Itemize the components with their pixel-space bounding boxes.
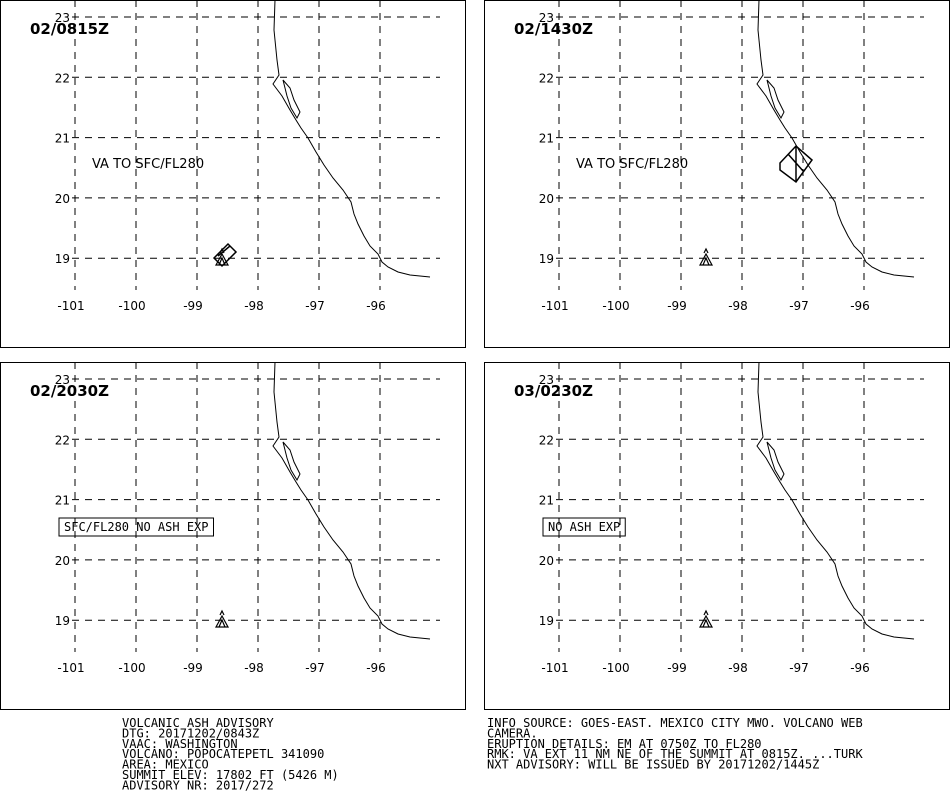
volcano-symbol (215, 610, 229, 628)
map-panel: -101 -100 -99 -98 -97 -96 23 22 21 20 19 02/1430Z VA… (484, 0, 950, 348)
valid-time: 02/2030Z (30, 382, 109, 400)
label-box (58, 517, 214, 537)
lat-label: 23 (55, 373, 70, 387)
volcano-symbol (699, 610, 713, 628)
valid-time: 03/0230Z (514, 382, 593, 400)
advisory-line: ERUPTION DETAILS: EM AT 0750Z TO FL280 (487, 737, 762, 751)
forecast-label: NO ASH EXP (548, 520, 620, 534)
lon-label: -96 (366, 661, 386, 675)
lon-label: -98 (244, 299, 264, 313)
lon-label: -97 (789, 299, 809, 313)
label-box (542, 517, 626, 537)
forecast-label: VA TO SFC/FL280 (576, 157, 688, 172)
advisory-line: CAMERA. (487, 726, 538, 740)
advisory-line: SUMMIT ELEV: 17802 FT (5426 M) (122, 768, 339, 782)
ash-area (212, 242, 238, 268)
lon-label: -99 (183, 661, 203, 675)
lat-label: 20 (539, 554, 554, 568)
coastline (756, 361, 915, 640)
panel-frame (0, 362, 466, 710)
lat-label: 23 (539, 373, 554, 387)
lon-label: -101 (57, 299, 84, 313)
lon-label: -97 (305, 661, 325, 675)
ash-area (779, 144, 814, 184)
lat-label: 22 (55, 433, 70, 447)
coastline (756, 0, 915, 278)
lat-label: 21 (55, 494, 70, 508)
lon-label: -100 (118, 661, 145, 675)
lat-label: 23 (539, 11, 554, 25)
lon-label: -96 (850, 661, 870, 675)
lon-label: -96 (366, 299, 386, 313)
forecast-label: SFC/FL280 NO ASH EXP (64, 520, 209, 534)
lon-label: -100 (118, 299, 145, 313)
lon-label: -100 (602, 661, 629, 675)
lat-label: 21 (539, 494, 554, 508)
lat-label: 20 (539, 192, 554, 206)
lat-label: 22 (55, 71, 70, 85)
lat-label: 23 (55, 11, 70, 25)
lon-label: -100 (602, 299, 629, 313)
advisory-line: DTG: 20171202/0843Z (122, 726, 259, 740)
lon-label: -101 (541, 661, 568, 675)
lat-label: 21 (539, 132, 554, 146)
advisory-line: ADVISORY NR: 2017/272 (122, 778, 274, 792)
lat-label: 21 (55, 132, 70, 146)
lon-label: -98 (244, 661, 264, 675)
advisory-line: INFO SOURCE: GOES-EAST. MEXICO CITY MWO.… (487, 716, 863, 730)
map-panel: -101 -100 -99 -98 -97 -96 23 22 21 20 19 03/0230Z NO… (484, 361, 950, 710)
advisory-line: VOLCANO: POPOCATEPETL 341090 (122, 747, 324, 761)
lon-label: -97 (789, 661, 809, 675)
advisory-line: RMK: VA EXT 11 NM NE OF THE SUMMIT AT 08… (487, 747, 863, 761)
advisory-line: VOLCANIC ASH ADVISORY (122, 716, 274, 730)
forecast-label: VA TO SFC/FL280 (92, 157, 204, 172)
coastline (272, 361, 431, 640)
lon-label: -98 (728, 661, 748, 675)
lat-label: 19 (55, 614, 70, 628)
lon-label: -99 (183, 299, 203, 313)
map-panel: -101 -100 -99 -98 -97 -96 23 22 21 20 19 02/0815Z VA… (0, 0, 466, 348)
lat-label: 19 (539, 614, 554, 628)
lon-label: -99 (667, 661, 687, 675)
lon-label: -101 (57, 661, 84, 675)
advisory-line: VAAC: WASHINGTON (122, 737, 238, 751)
advisory-line: AREA: MEXICO (122, 758, 209, 772)
lat-label: 22 (539, 71, 554, 85)
lon-label: -101 (541, 299, 568, 313)
coastline (272, 0, 431, 278)
lat-label: 22 (539, 433, 554, 447)
lat-label: 19 (539, 252, 554, 266)
advisory-line: NXT ADVISORY: WILL BE ISSUED BY 20171202… (487, 758, 819, 772)
lat-label: 19 (55, 252, 70, 266)
volcano-symbol (699, 248, 713, 266)
lon-label: -98 (728, 299, 748, 313)
lat-label: 20 (55, 554, 70, 568)
lat-label: 20 (55, 192, 70, 206)
map-panel: -101 -100 -99 -98 -97 -96 23 22 21 20 19 02/2030Z SF… (0, 361, 466, 710)
valid-time: 02/1430Z (514, 20, 593, 38)
lon-label: -99 (667, 299, 687, 313)
valid-time: 02/0815Z (30, 20, 109, 38)
lon-label: -96 (850, 299, 870, 313)
panel-frame (484, 0, 950, 348)
lon-label: -97 (305, 299, 325, 313)
panel-frame (0, 0, 466, 348)
